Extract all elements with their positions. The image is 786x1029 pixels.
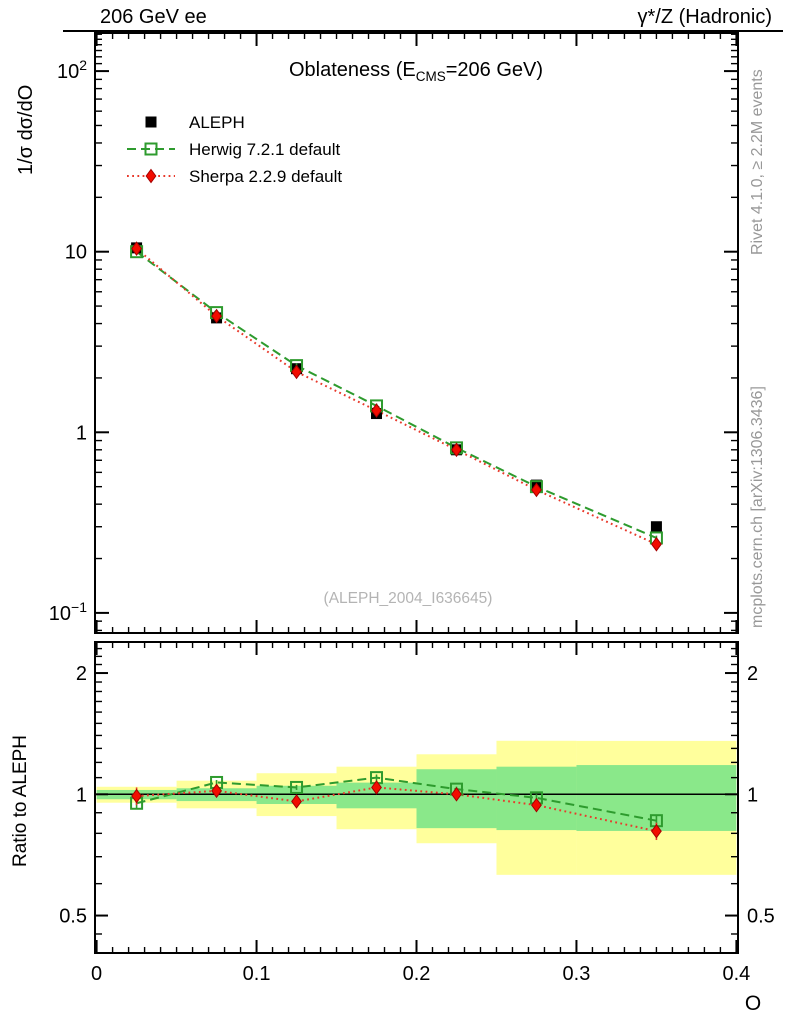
header-process: γ*/Z (Hadronic) (638, 6, 772, 28)
analysis-watermark: (ALEPH_2004_I636645) (324, 590, 493, 607)
x-tick-label: 0.1 (243, 963, 271, 985)
main-y-axis-label: 1/σ dσ/dO (15, 85, 37, 175)
data-point-marker (211, 308, 222, 324)
legend: ALEPH Herwig 7.2.1 default Sherpa 2.2.9 … (127, 113, 342, 186)
main-y-tick-label: 1 (76, 422, 87, 444)
main-panel-series (130, 241, 663, 552)
ratio-y-tick-label-right: 2 (747, 663, 758, 685)
plot-title-subscript: CMS (416, 69, 446, 84)
data-point-marker (650, 521, 662, 533)
data-point-marker (291, 794, 302, 809)
header-beam-energy: 206 GeV ee (100, 6, 207, 28)
x-tick-label: 0.3 (563, 963, 591, 985)
data-point-marker (291, 364, 302, 380)
ratio-panel-series (130, 771, 663, 841)
data-point-marker (371, 780, 382, 795)
sherpa-line (135, 247, 657, 546)
plot-title: Oblateness (ECMS=206 GeV) (289, 59, 543, 84)
mcplots-arxiv-note: mcplots.cern.ch [arXiv:1306.3436] (749, 386, 766, 628)
main-y-tick-label: 10 (65, 242, 87, 264)
data-point-marker (371, 403, 382, 418)
data-point-marker (145, 116, 157, 128)
data-point-marker (651, 823, 662, 839)
legend-label-herwig: Herwig 7.2.1 default (189, 140, 340, 159)
ratio-y-tick-label: 0.5 (59, 906, 87, 928)
x-tick-label: 0.4 (722, 963, 750, 985)
data-point-marker (531, 482, 542, 498)
plot-title-tail: =206 GeV) (446, 59, 543, 81)
data-point-marker (131, 788, 143, 804)
herwig-line (135, 250, 657, 539)
rivet-version-note: Rivet 4.1.0, ≥ 2.2M events (749, 69, 766, 255)
data-point-marker (211, 783, 222, 799)
legend-label-aleph: ALEPH (189, 113, 245, 132)
plot-title-main: Oblateness (E (289, 59, 416, 81)
ratio-y-tick-label-right: 0.5 (747, 906, 775, 928)
main-y-tick-label: 10−1 (49, 599, 87, 625)
axis-tick-labels: 102 10 1 10−1 2 2 1 1 0.5 0.5 0 0.1 0.2 0.3 0.4 (49, 57, 775, 985)
ratio-y-axis-label: Ratio to ALEPH (10, 735, 31, 867)
x-axis-label: O (745, 992, 761, 1015)
ratio-y-tick-label-right: 1 (747, 784, 758, 806)
data-point-marker (451, 442, 462, 458)
data-point-marker (290, 780, 304, 794)
data-point-marker (531, 797, 542, 813)
x-tick-label: 0 (91, 963, 102, 985)
ratio-y-tick-label: 2 (76, 663, 87, 685)
legend-marker-samples (127, 116, 175, 184)
data-point-marker (144, 142, 158, 156)
axes-frames-and-ticks (94, 32, 739, 954)
data-point-marker (651, 536, 662, 552)
legend-label-sherpa: Sherpa 2.2.9 default (189, 167, 342, 186)
data-point-marker (131, 241, 143, 256)
ratio-y-tick-label: 1 (76, 784, 87, 806)
x-tick-label: 0.2 (403, 963, 431, 985)
data-point-marker (145, 168, 157, 184)
uncertainty-bands (96, 740, 737, 875)
data-point-marker (451, 786, 462, 802)
main-y-tick-label: 102 (57, 57, 87, 83)
